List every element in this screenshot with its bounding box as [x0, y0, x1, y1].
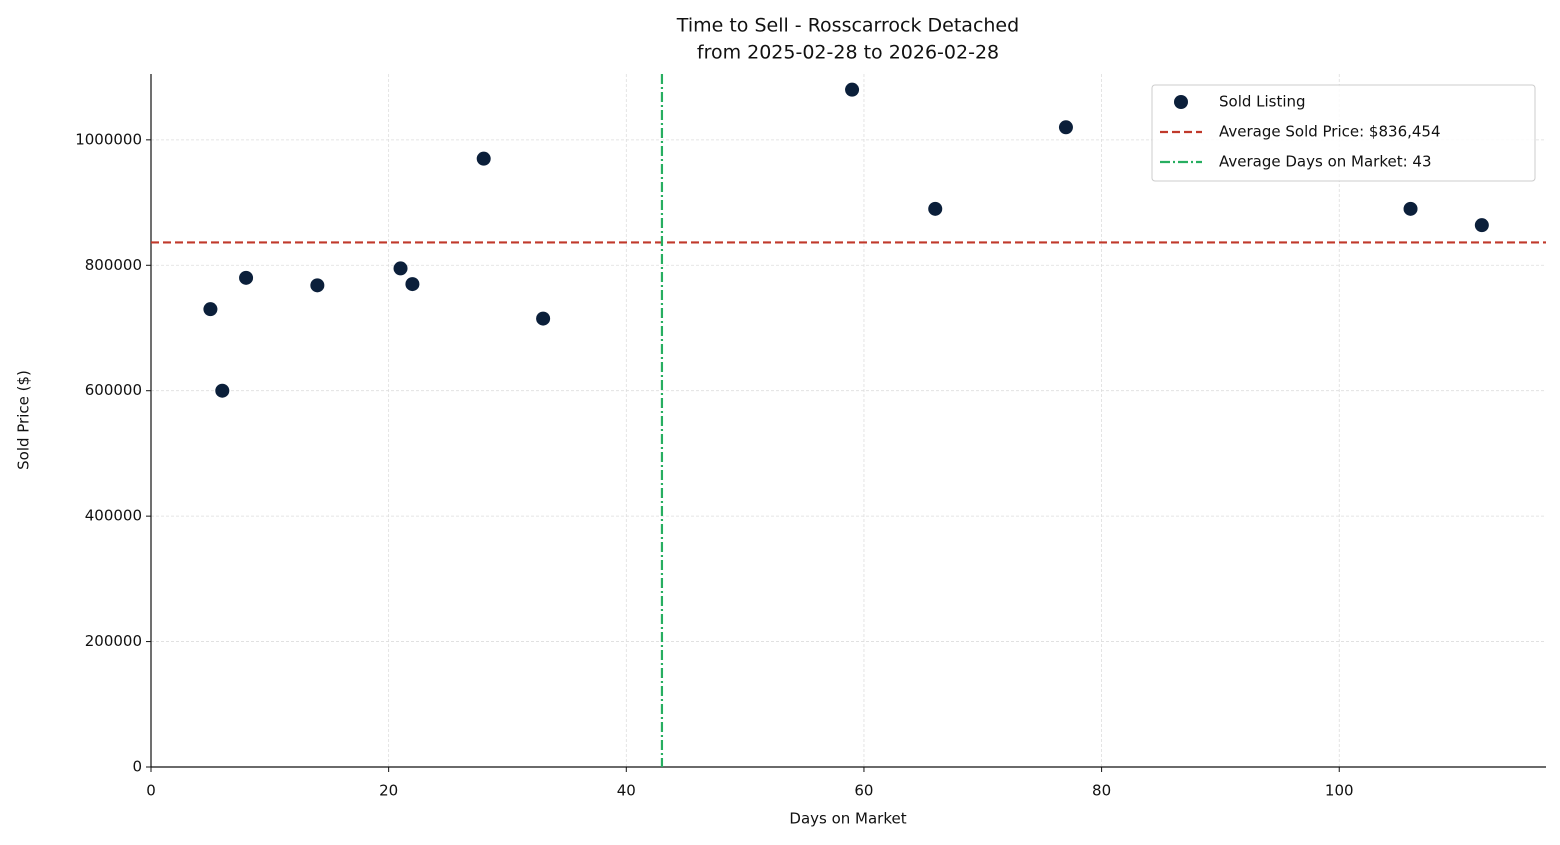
- data-point: [928, 201, 943, 216]
- data-point: [310, 278, 325, 293]
- y-tick-label: 200000: [85, 632, 142, 650]
- y-axis-label: Sold Price ($): [15, 370, 33, 470]
- legend-marker: [1174, 95, 1188, 109]
- legend-box: [1151, 84, 1536, 182]
- y-tick-label: 600000: [85, 381, 142, 399]
- x-tick-label: 0: [146, 782, 156, 800]
- y-tick-label: 1000000: [75, 130, 142, 148]
- data-point: [405, 277, 420, 292]
- x-tick-label: 80: [1092, 782, 1111, 800]
- data-point: [203, 302, 218, 317]
- data-point: [1403, 201, 1418, 216]
- data-point: [845, 82, 860, 97]
- legend-label: Sold Listing: [1219, 93, 1306, 111]
- x-tick-label: 60: [854, 782, 873, 800]
- y-tick-label: 800000: [85, 256, 142, 274]
- data-point: [215, 383, 230, 398]
- data-point: [239, 270, 254, 285]
- legend-label: Average Days on Market: 43: [1219, 153, 1432, 171]
- data-point: [1474, 218, 1489, 233]
- x-tick-label: 40: [617, 782, 636, 800]
- x-tick-label: 100: [1325, 782, 1354, 800]
- y-tick-label: 400000: [85, 507, 142, 525]
- data-point: [393, 261, 408, 276]
- data-point: [1058, 120, 1073, 135]
- chart-subtitle: from 2025-02-28 to 2026-02-28: [697, 42, 999, 64]
- y-tick-label: 0: [132, 758, 142, 776]
- chart-title: Time to Sell - Rosscarrock Detached: [676, 15, 1019, 37]
- legend-label: Average Sold Price: $836,454: [1219, 123, 1441, 141]
- x-tick-label: 20: [379, 782, 398, 800]
- x-axis-label: Days on Market: [789, 810, 906, 828]
- data-point: [536, 311, 551, 326]
- data-point: [476, 151, 491, 166]
